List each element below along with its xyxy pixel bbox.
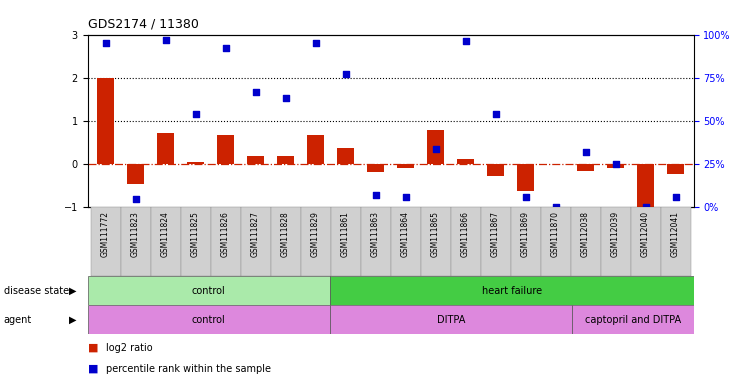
Bar <box>540 207 571 276</box>
Bar <box>480 207 510 276</box>
Point <box>160 37 172 43</box>
FancyBboxPatch shape <box>330 305 572 334</box>
Point <box>369 192 381 198</box>
Bar <box>210 207 241 276</box>
Text: ▶: ▶ <box>69 286 77 296</box>
Text: GSM112039: GSM112039 <box>611 211 620 257</box>
Point <box>550 204 561 210</box>
Text: percentile rank within the sample: percentile rank within the sample <box>106 364 271 374</box>
Text: control: control <box>192 314 226 325</box>
Bar <box>97 78 114 164</box>
Text: ▶: ▶ <box>69 314 77 325</box>
Point <box>520 194 531 200</box>
Bar <box>331 207 361 276</box>
Bar <box>637 164 654 207</box>
Point <box>220 45 231 51</box>
Text: GSM112041: GSM112041 <box>671 211 680 257</box>
Text: GSM111772: GSM111772 <box>101 211 110 257</box>
Text: GSM111826: GSM111826 <box>221 211 230 257</box>
Text: GSM111825: GSM111825 <box>191 211 200 257</box>
Bar <box>518 164 534 191</box>
Bar <box>218 135 234 164</box>
FancyBboxPatch shape <box>88 305 330 334</box>
Bar <box>571 207 601 276</box>
Bar <box>337 148 354 164</box>
Text: GSM111865: GSM111865 <box>431 211 440 257</box>
Bar <box>661 207 691 276</box>
Bar <box>397 164 414 169</box>
FancyBboxPatch shape <box>330 276 694 305</box>
Text: GSM111861: GSM111861 <box>341 211 350 257</box>
Bar <box>180 207 210 276</box>
Point <box>430 146 442 152</box>
Point <box>130 195 142 202</box>
Text: GSM111823: GSM111823 <box>131 211 140 257</box>
Bar <box>361 207 391 276</box>
Bar <box>307 135 324 164</box>
Bar <box>120 207 150 276</box>
Bar <box>391 207 420 276</box>
Bar <box>91 207 120 276</box>
Bar <box>450 207 480 276</box>
Text: GSM111864: GSM111864 <box>401 211 410 257</box>
Text: log2 ratio: log2 ratio <box>106 343 153 353</box>
Text: GSM111828: GSM111828 <box>281 211 290 257</box>
Text: GSM111870: GSM111870 <box>551 211 560 257</box>
Point <box>310 40 321 46</box>
Text: GSM111863: GSM111863 <box>371 211 380 257</box>
Bar <box>457 159 474 164</box>
Bar <box>277 156 293 164</box>
Text: GSM111866: GSM111866 <box>461 211 470 257</box>
Point <box>190 111 201 117</box>
Text: GSM111867: GSM111867 <box>491 211 500 257</box>
Bar <box>607 164 623 169</box>
Bar <box>667 164 684 174</box>
Text: control: control <box>192 286 226 296</box>
Text: GSM111829: GSM111829 <box>311 211 320 257</box>
Text: GSM112038: GSM112038 <box>581 211 590 257</box>
Bar <box>188 162 204 164</box>
Text: GSM111827: GSM111827 <box>251 211 260 257</box>
Bar <box>601 207 631 276</box>
Bar <box>127 164 144 184</box>
Bar <box>247 156 264 164</box>
Bar <box>150 207 180 276</box>
Point <box>250 89 261 95</box>
Bar <box>510 207 540 276</box>
Point <box>280 96 291 102</box>
FancyBboxPatch shape <box>572 305 694 334</box>
Bar <box>631 207 661 276</box>
Bar <box>488 164 504 176</box>
Text: GSM111824: GSM111824 <box>161 211 170 257</box>
Point <box>400 194 412 200</box>
Bar <box>158 133 174 164</box>
Text: captopril and DITPA: captopril and DITPA <box>585 314 681 325</box>
Bar <box>367 164 384 172</box>
Point <box>580 149 591 155</box>
Text: disease state: disease state <box>4 286 69 296</box>
Bar <box>427 131 444 164</box>
Point <box>639 204 651 210</box>
Bar <box>271 207 301 276</box>
Bar <box>241 207 271 276</box>
Point <box>460 38 472 45</box>
FancyBboxPatch shape <box>88 276 330 305</box>
Bar <box>420 207 450 276</box>
Point <box>339 71 351 78</box>
Text: GDS2174 / 11380: GDS2174 / 11380 <box>88 18 199 31</box>
Point <box>490 111 502 117</box>
Point <box>669 194 681 200</box>
Text: GSM111869: GSM111869 <box>521 211 530 257</box>
Bar <box>301 207 331 276</box>
Bar <box>577 164 593 170</box>
Text: GSM112040: GSM112040 <box>641 211 650 257</box>
Text: ■: ■ <box>88 343 98 353</box>
Point <box>610 161 621 167</box>
Text: DITPA: DITPA <box>437 314 465 325</box>
Text: heart failure: heart failure <box>482 286 542 296</box>
Text: ■: ■ <box>88 364 98 374</box>
Text: agent: agent <box>4 314 32 325</box>
Point <box>100 40 112 46</box>
